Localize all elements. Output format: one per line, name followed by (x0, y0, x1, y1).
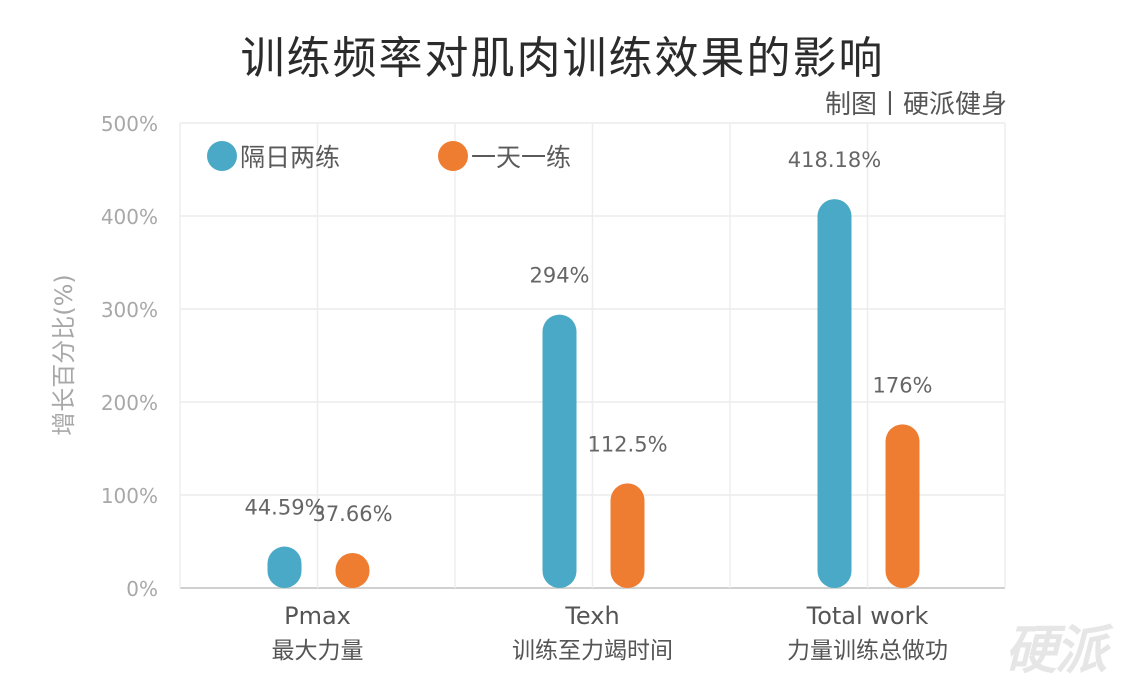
bar (267, 546, 302, 588)
legend-label: 一天一练 (471, 143, 571, 172)
y-tick-label: 100% (101, 484, 158, 508)
data-label: 44.59% (244, 496, 324, 520)
chart-title: 训练频率对肌肉训练效果的影响 (240, 33, 885, 84)
chart-source: 制图丨硬派健身 (824, 90, 1007, 120)
data-label: 294% (529, 264, 589, 288)
bar (885, 424, 920, 588)
y-tick-label: 0% (126, 577, 158, 601)
y-tick-label: 300% (101, 298, 158, 322)
bar (817, 199, 852, 589)
data-label: 418.18% (788, 148, 881, 172)
y-axis-title: 增长百分比(%) (50, 274, 78, 436)
x-tick-label: Pmax (284, 602, 351, 630)
data-label: 112.5% (587, 432, 667, 456)
x-tick-label: Texh (564, 602, 619, 630)
legend-marker (207, 141, 237, 171)
bar (610, 483, 645, 588)
y-tick-label: 500% (101, 112, 158, 136)
x-tick-label-zh: 力量训练总做功 (787, 638, 948, 664)
data-label: 176% (872, 373, 932, 397)
x-tick-label-zh: 训练至力竭时间 (512, 638, 673, 664)
x-tick-label: Total work (806, 602, 929, 630)
data-label: 37.66% (312, 502, 392, 526)
y-tick-label: 200% (101, 391, 158, 415)
legend-marker (438, 141, 468, 171)
bar (542, 314, 577, 588)
x-tick-label-zh: 最大力量 (272, 638, 364, 664)
bar (335, 552, 370, 588)
watermark-logo: 硬派 (1004, 621, 1107, 681)
legend-label: 隔日两练 (240, 143, 340, 172)
y-tick-label: 400% (101, 205, 158, 229)
